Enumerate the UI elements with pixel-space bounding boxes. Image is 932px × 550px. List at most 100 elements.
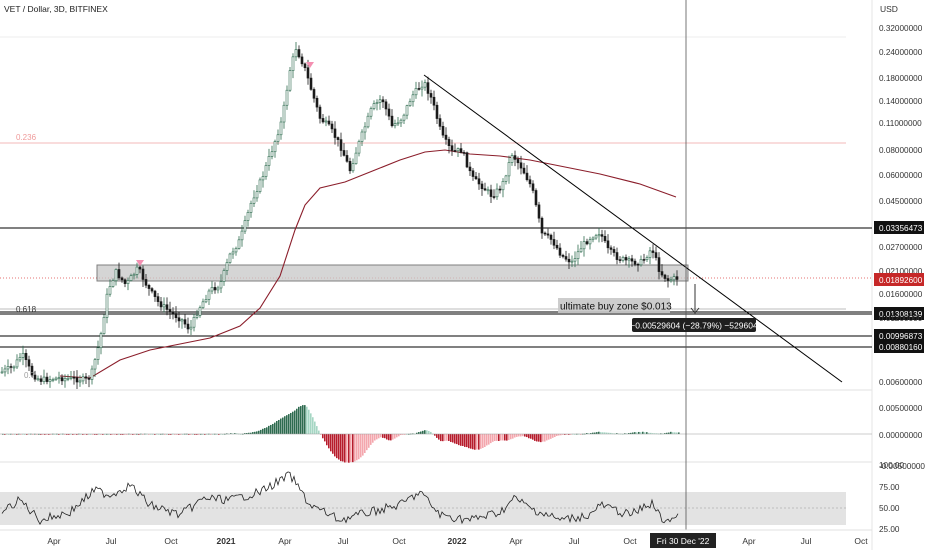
histogram-bar [580,434,582,435]
histogram-bar [176,434,178,435]
candle-body [513,155,517,160]
candle-body [654,252,658,258]
candle-body [18,357,22,361]
histogram-bar [310,413,312,434]
candle-body [180,319,184,322]
histogram-bar [588,433,590,434]
histogram-bar [488,434,490,445]
candle-body [105,293,109,318]
candle-body [480,183,484,189]
candle-body [192,317,196,328]
histogram-bar [608,432,610,434]
candle-body [447,139,451,146]
histogram-bar [548,434,550,440]
candle-body [90,368,94,380]
level-price-badge [874,329,924,342]
histogram-bar [676,432,678,434]
histogram-bar [14,433,16,435]
candle-body [390,115,394,127]
time-tick-label: Oct [392,536,406,546]
histogram-bar [94,434,96,435]
histogram-bar [40,434,42,435]
fib-0236-label: 0.236 [16,133,37,142]
histogram-bar [434,434,436,436]
candle-body [240,230,244,241]
histogram-bar [484,434,486,447]
candle-body [237,239,241,249]
candle-body [273,141,277,153]
histogram-bar [374,434,376,441]
support-zone[interactable] [96,264,689,282]
candle-body [3,368,7,373]
time-tick-label: Apr [509,536,522,546]
histogram-bar [274,422,276,434]
time-axis[interactable]: AprJulOct2021AprJulOct2022AprJulOctJanAp… [0,529,872,548]
candle-body [462,152,466,154]
time-tick-label: Jul [569,536,580,546]
candle-body [612,249,616,253]
candle-body [387,108,391,117]
candle-body [579,248,583,253]
candle-body [330,123,334,130]
candle-body [156,296,160,302]
histogram-bar [668,432,670,434]
candle-body [159,301,163,308]
histogram-bar [454,434,456,444]
histogram-bar [328,434,330,449]
price-tick-label: 0.02100000 [879,267,923,276]
histogram-bar [520,434,522,437]
histogram-bar [672,432,674,434]
candle-body [537,204,541,219]
histogram-bar [336,434,338,459]
histogram-bar [348,434,350,463]
candle-body [645,257,649,260]
histogram-bar [532,434,534,440]
histogram-bar [278,419,280,434]
histogram-bar [486,434,488,446]
time-tick-label: 2021 [217,536,236,546]
histogram-bar [154,434,156,435]
histogram-bar [406,433,408,435]
histogram-bar [326,434,328,446]
candle-body [657,257,661,272]
price-tick-label: 0.00600000 [879,378,923,387]
candle-body [48,379,52,382]
time-tick-label: Apr [47,536,60,546]
time-tick-label: Oct [164,536,178,546]
histogram-bar [586,433,588,434]
candle-body [597,234,601,237]
rsi-tick-label: 100.00 [879,461,904,470]
candle-body [441,126,445,136]
histogram-bar [642,431,644,434]
histogram-bar [92,434,94,435]
fib-07-label: 0.7 [24,371,36,380]
price-tick-label: 0.01892600 [879,276,923,285]
candle-body [306,67,310,79]
histogram-bar [590,433,592,434]
candle-body [489,189,493,197]
candle-body [381,99,385,103]
histogram-bar [340,434,342,462]
candle-body [0,371,4,374]
candle-body [261,176,265,181]
candle-body [234,248,238,253]
candle-body [396,122,400,125]
histogram-bar [382,434,384,438]
price-tick-label: 0.02700000 [879,243,923,252]
candle-body [162,304,166,308]
candle-body [585,241,589,245]
price-axis[interactable]: 0.32000000 0.24000000 0.18000000 0.14000000… [874,24,924,387]
candle-body [393,123,397,127]
time-tick-label: Apr [742,536,755,546]
candle-body [153,290,157,297]
histogram-bar [678,432,680,434]
histogram-bar [360,434,362,458]
downtrend-line[interactable] [423,74,843,383]
histogram-bar [462,434,464,446]
candle-body [57,377,61,379]
candle-body [636,263,640,266]
candle-body [75,377,79,383]
price-tick-label: 0.08000000 [879,146,923,155]
